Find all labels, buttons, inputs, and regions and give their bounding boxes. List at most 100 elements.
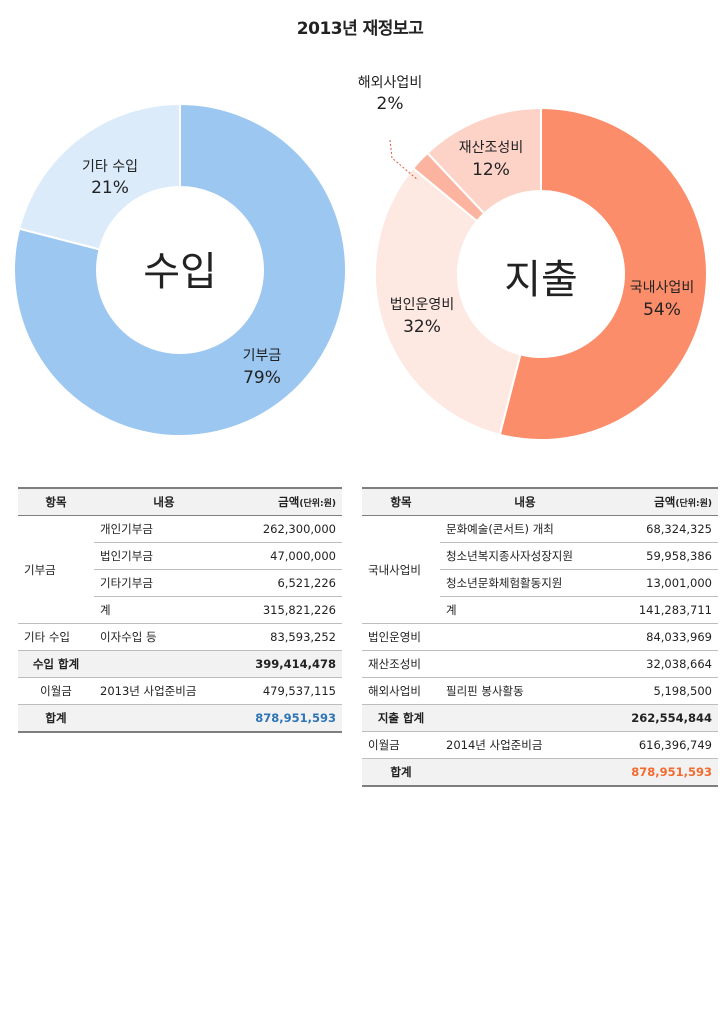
row-item: 이월금 [18,677,94,705]
income-center-label: 수입 [143,249,217,295]
expense-slice-pct-domestic: 54% [643,300,681,320]
row-item: 기부금 [18,515,94,624]
row-content: 개인기부금 [94,515,234,543]
header-amount: 금액(단위:원) [234,487,342,516]
row-item: 지출 합계 [362,704,440,732]
income-slice-pct-other: 21% [91,178,129,198]
row-amount: 262,300,000 [234,515,342,543]
row-content: 2014년 사업준비금 [440,731,610,759]
expense-slice-label-domestic: 국내사업비 [630,280,694,296]
expense-table-header: 항목 내용 금액(단위:원) [362,487,718,516]
row-item: 법인운영비 [362,623,440,651]
income-slice-1 [17,102,181,251]
table-row: 기부금 개인기부금 262,300,000 [18,515,342,624]
row-amount: 59,958,386 [610,542,718,570]
row-content [440,704,610,732]
row-amount: 6,521,226 [234,569,342,597]
row-amount: 878,951,593 [234,704,342,733]
row-amount: 479,537,115 [234,677,342,705]
row-content: 계 [440,596,610,624]
expense-slice-pct-asset: 12% [472,160,510,180]
row-amount: 262,554,844 [610,704,718,732]
expense-center-label: 지출 [504,257,578,303]
expense-slice-label-operation: 법인운영비 [390,297,454,313]
header-amount: 금액(단위:원) [610,487,718,516]
row-item: 합계 [362,758,440,787]
row-amount: 399,414,478 [234,650,342,678]
income-total-row: 합계 878,951,593 [18,704,342,733]
table-row: 법인기부금 47,000,000 [18,542,342,570]
row-item: 이월금 [362,731,440,759]
row-content: 문화예술(콘서트) 개최 [440,515,610,543]
table-row: 청소년복지종사자성장지원 59,958,386 [362,542,718,570]
row-amount: 616,396,749 [610,731,718,759]
table-row: 기타 수입 이자수입 등 83,593,252 [18,623,342,651]
table-row: 법인운영비 84,033,969 [362,623,718,651]
row-content: 계 [94,596,234,624]
income-slice-pct-donation: 79% [243,368,281,388]
expense-slice-0 [498,106,708,441]
header-content: 내용 [440,487,610,516]
expense-slice-1 [374,166,522,437]
row-content [440,758,610,787]
row-amount: 68,324,325 [610,515,718,543]
income-subtotal-row: 수입 합계 399,414,478 [18,650,342,678]
row-content: 청소년문화체험활동지원 [440,569,610,597]
expense-slice-pct-operation: 32% [403,317,441,337]
header-content: 내용 [94,487,234,516]
expense-slice-label-overseas: 해외사업비 [358,75,422,91]
row-content: 청소년복지종사자성장지원 [440,542,610,570]
table-row: 청소년문화체험활동지원 13,001,000 [362,569,718,597]
expense-slice-3 [425,106,542,215]
income-table: 항목 내용 금액(단위:원) 기부금 개인기부금 262,300,000 법인기… [18,487,342,733]
table-row: 이월금 2013년 사업준비금 479,537,115 [18,677,342,705]
row-content [440,623,610,651]
row-item: 수입 합계 [18,650,94,678]
row-item: 해외사업비 [362,677,440,705]
row-amount: 5,198,500 [610,677,718,705]
table-row: 계 315,821,226 [18,596,342,624]
row-content: 기타기부금 [94,569,234,597]
table-row: 국내사업비 문화예술(콘서트) 개최 68,324,325 [362,515,718,624]
income-slice-label-donation: 기부금 [243,348,282,364]
row-item: 합계 [18,704,94,733]
expense-slice-pct-overseas: 2% [377,94,404,114]
table-row: 계 141,283,711 [362,596,718,624]
expense-table: 항목 내용 금액(단위:원) 국내사업비 문화예술(콘서트) 개최 68,324… [362,487,718,787]
header-item: 항목 [18,487,94,516]
table-row: 기타기부금 6,521,226 [18,569,342,597]
income-donut-chart [13,102,347,437]
row-amount: 878,951,593 [610,758,718,787]
expense-slice-label-asset: 재산조성비 [459,140,523,156]
row-amount: 141,283,711 [610,596,718,624]
expense-total-row: 합계 878,951,593 [362,758,718,787]
table-row: 해외사업비 필리핀 봉사활동 5,198,500 [362,677,718,705]
table-row: 이월금 2014년 사업준비금 616,396,749 [362,731,718,759]
row-amount: 47,000,000 [234,542,342,570]
row-content: 이자수입 등 [94,623,234,651]
row-amount: 13,001,000 [610,569,718,597]
row-content [440,650,610,678]
expense-donut-chart [374,106,708,441]
row-content [94,650,234,678]
row-amount: 83,593,252 [234,623,342,651]
row-content: 법인기부금 [94,542,234,570]
row-amount: 315,821,226 [234,596,342,624]
row-item: 국내사업비 [362,515,440,624]
income-table-header: 항목 내용 금액(단위:원) [18,487,342,516]
row-amount: 84,033,969 [610,623,718,651]
row-content [94,704,234,733]
row-content: 2013년 사업준비금 [94,677,234,705]
income-slice-label-other: 기타 수입 [82,159,138,175]
row-content: 필리핀 봉사활동 [440,677,610,705]
expense-subtotal-row: 지출 합계 262,554,844 [362,704,718,732]
row-item: 재산조성비 [362,650,440,678]
charts-area: 수입 기타 수입 21% 기부금 79% 지출 국내사업비 54% 법인운영비 … [13,75,708,441]
row-amount: 32,038,664 [610,650,718,678]
report-title: 2013년 재정보고 [296,19,424,39]
row-item: 기타 수입 [18,623,94,651]
table-row: 재산조성비 32,038,664 [362,650,718,678]
overseas-leader-line [389,139,419,181]
income-slice-0 [13,102,347,437]
header-item: 항목 [362,487,440,516]
